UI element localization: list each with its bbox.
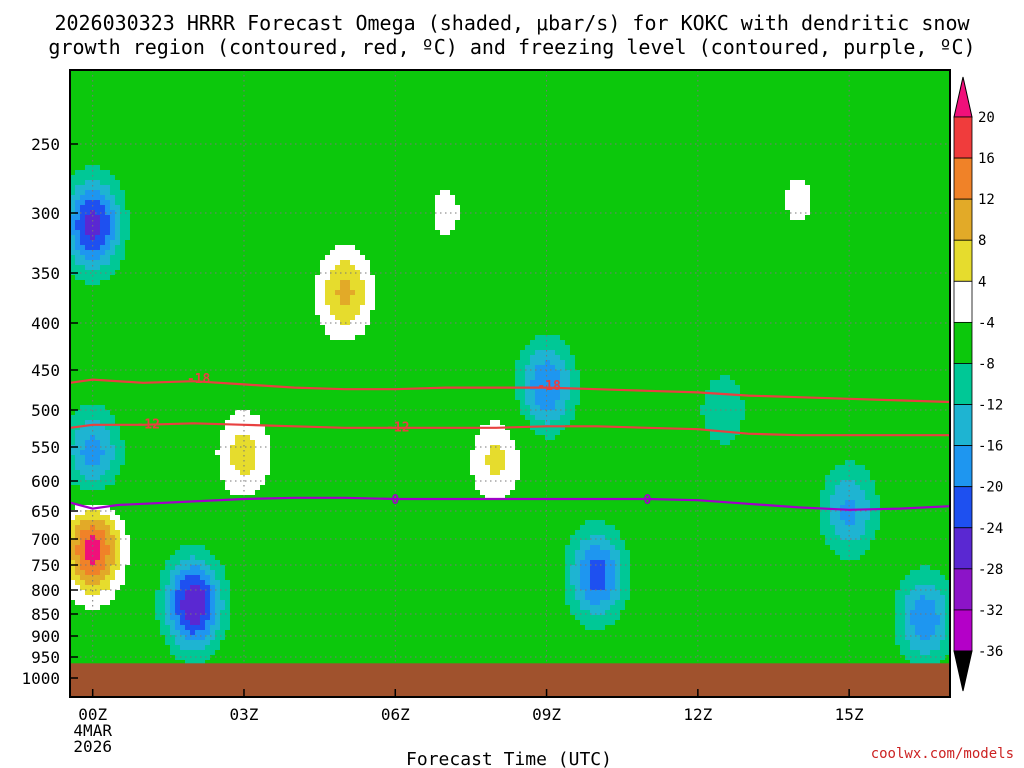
contour-label: -12 — [386, 420, 409, 435]
x-tick-label: 15Z — [835, 705, 864, 724]
colorbar-segment — [953, 445, 973, 488]
credit-text: coolwx.com/models — [871, 746, 1014, 762]
y-tick-label: 650 — [31, 502, 60, 521]
contour-label: 0 — [391, 493, 399, 508]
x-tick-label: 06Z — [381, 705, 410, 724]
colorbar-tick-label: -36 — [978, 644, 1003, 660]
plot-frame — [69, 69, 951, 698]
colorbar-tick-label: 8 — [978, 233, 986, 249]
colorbar-segment — [953, 157, 973, 200]
y-tick-label: 300 — [31, 204, 60, 223]
y-tick-label: 450 — [31, 361, 60, 380]
x-tick-label: 12Z — [683, 705, 712, 724]
colorbar-bottom-arrow — [953, 650, 973, 692]
ground-surface — [70, 663, 950, 697]
x-tick-label: 09Z — [532, 705, 561, 724]
colorbar-tick-label: -28 — [978, 562, 1003, 578]
colorbar-tick-label: 16 — [978, 151, 995, 167]
x-tick-label: 03Z — [230, 705, 259, 724]
colorbar-segment — [953, 321, 973, 364]
colorbar-segment — [953, 363, 973, 405]
colorbar-segment — [953, 280, 973, 323]
contour-line--12 — [70, 422, 950, 437]
y-tick-label: 800 — [31, 581, 60, 600]
colorbar-segment — [953, 239, 973, 282]
temperature-contours: -18 -18 -12 -12 0 0 — [70, 372, 950, 511]
contour-line--18 — [70, 378, 950, 404]
colorbar-tick-label: -4 — [978, 315, 995, 331]
colorbar-tick-label: -12 — [978, 398, 1003, 414]
y-tick-label: 400 — [31, 314, 60, 333]
x-axis-title: Forecast Time (UTC) — [406, 749, 612, 768]
y-tick-label: 850 — [31, 605, 60, 624]
colorbar-tick-label: -20 — [978, 480, 1003, 496]
colorbar-segment — [953, 568, 973, 611]
y-tick-label: 500 — [31, 401, 60, 420]
chart-title-line-1: 2026030323 HRRR Forecast Omega (shaded, … — [54, 11, 970, 35]
colorbar-tick-label: -24 — [978, 521, 1003, 537]
colorbar: 20 16 12 8 4 -4 -8 -12 -16 -20 -24 -28 -32 -36 — [953, 76, 1003, 692]
contour-label: -18 — [187, 372, 211, 387]
contour-label: 0 — [644, 493, 652, 508]
colorbar-tick-label: -8 — [978, 356, 995, 372]
contour-line-0 — [70, 496, 950, 511]
pressure-axis: 250 300 350 400 450 500 550 600 650 700 750 800 850 9… — [21, 135, 78, 688]
x-tick-sublabel: 2026 — [73, 737, 112, 756]
colorbar-segment — [953, 198, 973, 241]
colorbar-tick-label: 20 — [978, 110, 995, 126]
colorbar-tick-label: 12 — [978, 192, 995, 208]
colorbar-top-arrow — [953, 76, 973, 118]
x-tick-label: 00Z — [78, 705, 107, 724]
colorbar-tick-label: 4 — [978, 274, 986, 290]
x-tick-sublabel: 4MAR — [73, 721, 112, 740]
colorbar-tick-label: -16 — [978, 439, 1003, 455]
contour-label: -18 — [537, 379, 561, 394]
y-tick-label: 550 — [31, 438, 60, 457]
y-tick-label: 900 — [31, 627, 60, 646]
y-tick-label: 950 — [31, 648, 60, 667]
chart-title-line-2: growth region (contoured, red, ºC) and f… — [48, 35, 975, 59]
colorbar-segment — [953, 527, 973, 570]
y-tick-label: 600 — [31, 472, 60, 491]
y-tick-label: 750 — [31, 556, 60, 575]
y-tick-label: 350 — [31, 264, 60, 283]
contour-label: -12 — [136, 417, 159, 432]
colorbar-segment — [953, 486, 973, 529]
colorbar-segment — [953, 609, 973, 652]
colorbar-segment — [953, 404, 973, 447]
y-tick-label: 250 — [31, 135, 60, 154]
y-tick-label: 700 — [31, 530, 60, 549]
y-tick-label: 1000 — [21, 669, 60, 688]
colorbar-segment — [953, 116, 973, 159]
colorbar-tick-label: -32 — [978, 603, 1003, 619]
